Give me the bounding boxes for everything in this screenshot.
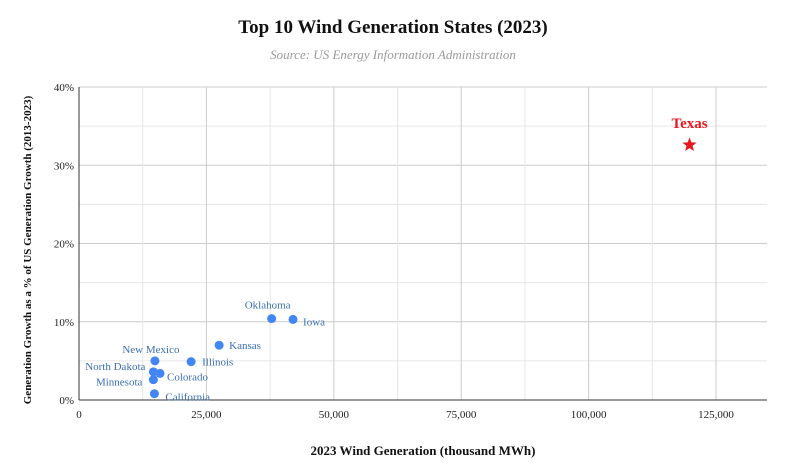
y-tick-label: 30% — [54, 160, 74, 172]
data-label-illinois: Illinois — [202, 357, 233, 369]
data-point-colorado — [155, 368, 165, 378]
data-point-new-mexico — [150, 356, 160, 366]
x-axis-ticks: 0 25,000 50,000 75,000 100,000 125,000 — [76, 409, 734, 421]
data-label-oklahoma: Oklahoma — [245, 300, 291, 312]
y-axis-ticks: 0% 10% 20% 30% 40% — [54, 82, 74, 407]
chart-title: Top 10 Wind Generation States (2023) — [238, 17, 548, 38]
data-label-texas: Texas — [671, 116, 707, 132]
data-label-iowa: Iowa — [303, 316, 325, 328]
x-tick-label: 125,000 — [698, 409, 734, 421]
data-point-minnesota — [148, 375, 158, 385]
x-tick-label: 100,000 — [571, 409, 607, 421]
data-label-minnesota: Minnesota — [96, 377, 143, 389]
data-label-new-mexico: New Mexico — [122, 344, 180, 356]
data-point-texas-star — [682, 137, 697, 151]
data-label-kansas: Kansas — [229, 340, 261, 352]
chart-subtitle: Source: US Energy Information Administra… — [270, 47, 516, 62]
x-tick-label: 25,000 — [191, 409, 222, 421]
y-tick-label: 0% — [59, 395, 74, 407]
data-point-california — [149, 389, 159, 399]
x-axis-title: 2023 Wind Generation (thousand MWh) — [311, 443, 536, 458]
y-axis-title: Generation Growth as a % of US Generatio… — [22, 95, 34, 404]
data-label-north-dakota: North Dakota — [85, 361, 145, 373]
axes — [78, 87, 767, 401]
data-point-oklahoma — [267, 314, 277, 324]
data-point-illinois — [186, 357, 196, 367]
x-tick-label: 75,000 — [446, 409, 477, 421]
data-label-california: California — [165, 392, 210, 404]
data-label-colorado: Colorado — [167, 371, 208, 383]
y-tick-label: 20% — [54, 239, 74, 251]
y-tick-label: 10% — [54, 317, 74, 329]
y-tick-label: 40% — [54, 82, 74, 94]
x-tick-label: 50,000 — [319, 409, 350, 421]
gridlines — [79, 86, 767, 400]
data-points: Texas Iowa Oklahoma Kansas Illinois New Mexic… — [85, 116, 708, 404]
data-point-iowa — [288, 314, 298, 324]
x-tick-label: 0 — [76, 409, 82, 421]
data-point-kansas — [214, 340, 224, 350]
